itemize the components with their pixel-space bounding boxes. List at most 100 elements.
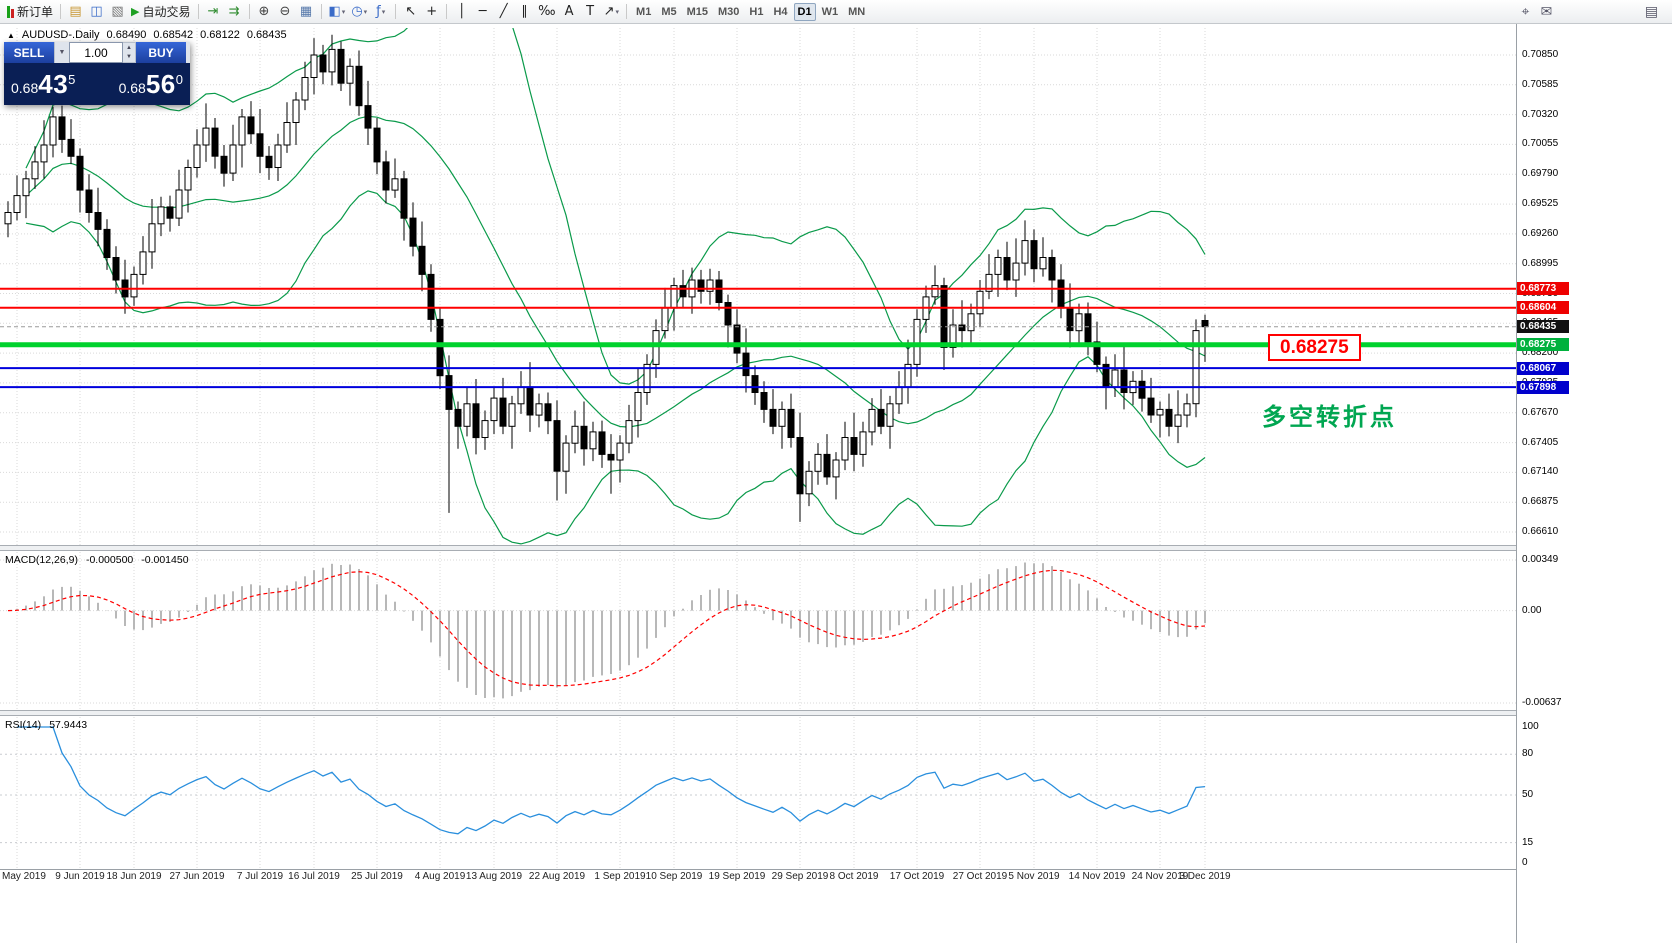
charts-window-icon[interactable]: ◫ bbox=[90, 4, 103, 19]
date-label: 9 Jun 2019 bbox=[55, 871, 105, 882]
sell-options-caret-icon[interactable]: ▼ bbox=[54, 42, 69, 63]
label-icon[interactable]: T bbox=[586, 4, 595, 19]
price-level-label[interactable]: 0.68275 bbox=[1268, 334, 1361, 361]
date-label: 17 Oct 2019 bbox=[889, 871, 945, 882]
channel-icon[interactable]: ∥ bbox=[521, 4, 528, 19]
price-badge: 0.68067 bbox=[1517, 361, 1569, 375]
zoom-in-icon[interactable]: ⊕ bbox=[258, 4, 270, 19]
profiles-icon[interactable]: ▤ bbox=[69, 4, 82, 19]
toolbar-right: ⌖ ✉ ▤ bbox=[1515, 2, 1668, 22]
date-label: 16 Jul 2019 bbox=[288, 871, 340, 882]
sell-price-big: 43 bbox=[38, 68, 69, 99]
bollinger-bands bbox=[25, 28, 1206, 545]
new-order-button[interactable]: 新订单 bbox=[4, 2, 56, 22]
tile-windows-icon[interactable]: ▦ bbox=[299, 4, 313, 19]
horizontal-line-icon[interactable]: ─ bbox=[478, 4, 487, 19]
date-label: 30 May 2019 bbox=[0, 871, 46, 882]
new-chart-icon[interactable]: ◧ ▾ bbox=[328, 4, 346, 19]
price-tick-label: 0.70850 bbox=[1522, 49, 1559, 60]
macd-name: MACD(12,26,9) bbox=[5, 554, 78, 566]
text-icon[interactable]: A bbox=[564, 4, 574, 19]
timeframe-m1-button[interactable]: M1 bbox=[636, 5, 652, 18]
mail-icon[interactable]: ✉ bbox=[1540, 3, 1553, 20]
price-tick-label: 0.69525 bbox=[1522, 198, 1559, 210]
date-label: 8 Oct 2019 bbox=[829, 871, 879, 882]
price-badge: 0.68773 bbox=[1517, 282, 1569, 296]
timeframe-d1-button[interactable]: D1 bbox=[793, 2, 816, 21]
timeframe-h1-button[interactable]: H1 bbox=[749, 5, 764, 18]
dropdown-caret-icon: ▾ bbox=[363, 7, 368, 16]
new-order-icon bbox=[7, 5, 14, 18]
dropdown-caret-icon: ▾ bbox=[615, 7, 620, 16]
price-tick-label: 0.68200 bbox=[1522, 347, 1559, 359]
trendline-icon[interactable]: ╱ bbox=[499, 4, 508, 19]
price-scale[interactable]: 0.70850 0.70585 0.70320 0.70055 0.69790 0.695… bbox=[1517, 0, 1672, 943]
price-axis-border bbox=[1516, 24, 1517, 943]
panel-divider-macd[interactable] bbox=[0, 545, 1672, 551]
strategy-tester-icon[interactable]: ▧ bbox=[111, 4, 124, 19]
date-label: 24 Nov 2019 bbox=[1131, 871, 1189, 882]
date-label: 3 Dec 2019 bbox=[1179, 871, 1231, 882]
toolbar-separator bbox=[395, 4, 397, 19]
volume-input[interactable] bbox=[69, 42, 123, 63]
date-label: 14 Nov 2019 bbox=[1068, 871, 1126, 882]
rsi-scale-label: 80 bbox=[1522, 748, 1534, 760]
price-tick-label: 0.67140 bbox=[1522, 466, 1559, 478]
timeframe-m5-button[interactable]: M5 bbox=[661, 5, 677, 18]
date-label: 25 Jul 2019 bbox=[351, 871, 403, 882]
rsi-scale-label: 100 bbox=[1522, 721, 1539, 732]
crosshair-icon[interactable]: + bbox=[426, 4, 438, 19]
price-tick-label: 0.66610 bbox=[1522, 526, 1559, 537]
date-label: 29 Sep 2019 bbox=[771, 871, 829, 882]
price-tick-label: 0.70320 bbox=[1522, 108, 1559, 120]
grid-layer bbox=[0, 28, 1516, 869]
rsi-value: 57.9443 bbox=[49, 719, 88, 731]
main-toolbar: 新订单 ▤ ◫ ▧ ▶ 自动交易 ⇥ ⇉ ⊕ ⊖ ▦ ◧ ▾ ◷ ▾ ƒ ▾ ↖ + │ ─ ╱ ∥ ‰ A T ↗ ▾ M1… bbox=[0, 0, 1672, 24]
macd-scale-label: 0.00 bbox=[1522, 604, 1542, 616]
auto-scroll-icon[interactable]: ⇉ bbox=[228, 4, 240, 19]
symbol-arrow-icon: ▲ bbox=[7, 30, 15, 40]
fibonacci-icon[interactable]: ‰ bbox=[538, 4, 556, 19]
indicators-icon[interactable]: ƒ ▾ bbox=[376, 4, 386, 19]
macd-scale-label: -0.00637 bbox=[1522, 697, 1562, 708]
ohlc-close: 0.68435 bbox=[246, 29, 287, 41]
date-label: 5 Nov 2019 bbox=[1008, 871, 1060, 882]
zoom-out-icon[interactable]: ⊖ bbox=[279, 4, 291, 19]
price-tick-label: 0.67670 bbox=[1522, 406, 1559, 418]
toolbar-group-windows: ▤ ◫ ▧ bbox=[65, 2, 128, 22]
search-icon[interactable]: ⌖ bbox=[1521, 3, 1530, 20]
volume-down-icon[interactable]: ▼ bbox=[126, 54, 132, 61]
layout-icon[interactable]: ▤ bbox=[1644, 3, 1659, 20]
bid-ask-display: 0.68 43 5 0.68 56 0 bbox=[4, 63, 190, 105]
macd-scale-label: 0.00349 bbox=[1522, 554, 1559, 565]
vertical-line-icon[interactable]: │ bbox=[457, 4, 466, 19]
rsi-label: RSI(14) 57.9443 bbox=[5, 719, 87, 731]
dropdown-caret-icon: ▾ bbox=[381, 7, 386, 16]
timeframe-w1-button[interactable]: W1 bbox=[821, 5, 839, 18]
buy-button[interactable]: BUY bbox=[136, 42, 186, 63]
chart-annotation-text[interactable]: 多空转折点 bbox=[1262, 404, 1397, 431]
macd-value-main: -0.000500 bbox=[85, 554, 134, 566]
date-label: 19 Sep 2019 bbox=[708, 871, 766, 882]
timeframe-h4-button[interactable]: H4 bbox=[773, 5, 788, 18]
sell-button[interactable]: SELL bbox=[4, 42, 54, 63]
chart-shift-icon[interactable]: ⇥ bbox=[207, 4, 219, 19]
sell-price-sup: 5 bbox=[68, 71, 76, 87]
volume-up-icon[interactable]: ▲ bbox=[126, 44, 132, 51]
price-badge: 0.68435 bbox=[1517, 320, 1569, 334]
autotrade-button[interactable]: ▶ 自动交易 bbox=[128, 2, 193, 22]
ohlc-open: 0.68490 bbox=[106, 29, 147, 41]
panel-divider-rsi[interactable] bbox=[0, 710, 1672, 716]
trade-controls-row: SELL ▼ ▲ ▼ BUY bbox=[4, 42, 190, 63]
toolbar-separator bbox=[248, 4, 250, 19]
arrows-icon[interactable]: ↗ ▾ bbox=[603, 4, 620, 19]
timeframe-mn-button[interactable]: MN bbox=[848, 5, 866, 18]
macd-histogram bbox=[0, 559, 1516, 704]
timeframe-m15-button[interactable]: M15 bbox=[686, 5, 709, 18]
timeframe-m30-button[interactable]: M30 bbox=[718, 5, 740, 18]
period-icon[interactable]: ◷ ▾ bbox=[351, 4, 368, 19]
cursor-icon[interactable]: ↖ bbox=[405, 4, 417, 19]
date-label: 27 Jun 2019 bbox=[169, 871, 225, 882]
